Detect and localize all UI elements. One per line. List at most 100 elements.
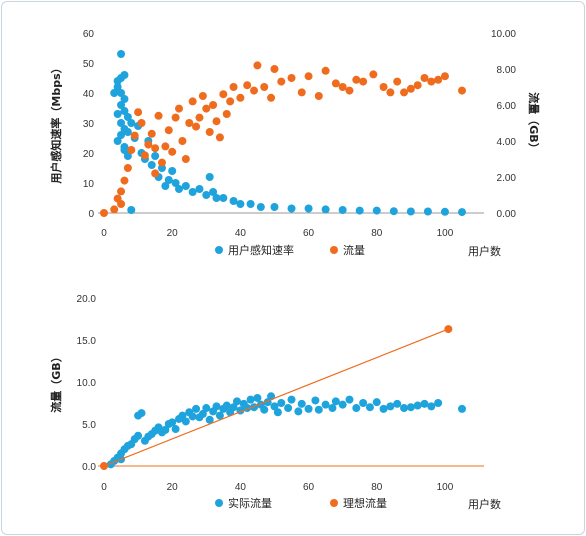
data-point-actual xyxy=(273,408,282,417)
x-tick-label: 0 xyxy=(101,228,107,239)
data-point-orange xyxy=(168,147,177,156)
data-point-blue xyxy=(110,89,119,97)
data-point-orange xyxy=(130,131,139,140)
data-point-orange xyxy=(222,110,231,118)
data-point-orange xyxy=(209,101,218,109)
data-point-blue xyxy=(229,197,238,205)
data-point-actual xyxy=(321,400,330,409)
data-point-blue xyxy=(181,182,190,190)
data-point-actual xyxy=(328,404,337,413)
data-point-blue xyxy=(195,185,204,193)
data-point-blue xyxy=(127,206,136,214)
data-point-blue xyxy=(406,207,415,216)
x-tick-label: 40 xyxy=(235,228,247,239)
data-point-blue xyxy=(127,119,136,127)
y-axis-label: 流量（GB） xyxy=(49,351,63,412)
data-point-blue xyxy=(372,206,381,215)
y2-tick-label: 2.00 xyxy=(497,173,517,184)
data-point-orange xyxy=(117,200,126,208)
data-point-orange xyxy=(321,66,330,75)
data-point-actual xyxy=(413,401,422,410)
x-tick-label: 20 xyxy=(167,482,179,493)
y-tick-label: 60 xyxy=(83,29,95,40)
data-point-orange xyxy=(100,209,108,217)
legend-marker-blue xyxy=(215,246,223,254)
x-axis-label: 用户数 xyxy=(468,244,501,258)
y2-tick-label: 8.00 xyxy=(497,65,517,76)
data-point-actual xyxy=(181,417,190,426)
data-point-orange xyxy=(267,93,276,102)
data-point-blue xyxy=(120,95,129,103)
x-tick-label: 0 xyxy=(101,482,107,493)
data-point-orange xyxy=(458,86,466,95)
data-point-blue xyxy=(147,161,156,169)
data-point-orange xyxy=(171,113,180,122)
data-point-blue xyxy=(175,185,184,193)
y-tick-label: 0 xyxy=(88,209,94,220)
data-point-actual xyxy=(352,404,361,413)
data-point-blue xyxy=(202,191,211,199)
y2-axis-label: 流量（GB） xyxy=(527,92,541,153)
data-point-orange xyxy=(198,92,207,100)
data-point-blue xyxy=(117,131,126,139)
data-point-blue xyxy=(270,203,279,211)
data-point-orange xyxy=(427,77,436,86)
data-point-orange xyxy=(277,77,286,86)
data-point-orange xyxy=(352,75,361,84)
legend-label: 流量 xyxy=(343,243,365,257)
data-point-actual xyxy=(277,399,286,407)
data-point-blue xyxy=(355,206,364,215)
data-point-orange xyxy=(123,164,132,172)
data-point-blue xyxy=(205,173,214,181)
data-point-actual xyxy=(331,397,340,406)
data-point-orange xyxy=(304,72,313,81)
data-point-actual xyxy=(198,409,207,418)
data-point-actual xyxy=(168,418,177,427)
data-point-blue xyxy=(171,179,180,187)
data-point-orange xyxy=(188,97,197,106)
data-point-blue xyxy=(212,194,221,202)
data-point-blue xyxy=(321,205,330,214)
data-point-blue xyxy=(113,83,122,91)
x-tick-label: 80 xyxy=(371,482,383,493)
data-point-orange xyxy=(137,119,146,127)
data-point-orange xyxy=(297,88,306,97)
data-point-orange xyxy=(331,79,340,88)
data-point-orange xyxy=(181,155,190,163)
data-point-actual xyxy=(253,393,262,402)
data-point-orange xyxy=(379,83,388,91)
data-point-orange xyxy=(434,75,443,84)
x-tick-label: 80 xyxy=(371,228,383,239)
legend-label: 用户感知速率 xyxy=(228,243,294,257)
data-point-orange xyxy=(175,104,184,113)
data-point-orange xyxy=(359,77,368,86)
data-point-blue xyxy=(440,207,449,216)
data-point-blue xyxy=(188,188,197,196)
data-point-actual xyxy=(420,399,429,408)
y-tick-label: 30 xyxy=(83,119,95,130)
data-point-blue xyxy=(117,50,126,58)
chart-usage-rate-traffic: 0 10 20 30 40 50 60 0.00 2.00 4.00 6.00 8.00 10.00 0 2… xyxy=(49,29,541,258)
data-point-orange xyxy=(164,126,173,135)
data-point-actual xyxy=(359,399,368,407)
data-point-actual xyxy=(314,405,323,414)
data-point-blue xyxy=(458,208,466,217)
data-point-actual xyxy=(202,404,211,413)
data-point-blue xyxy=(123,152,132,160)
data-point-actual xyxy=(246,395,255,404)
data-point-actual xyxy=(205,415,214,424)
data-point-orange xyxy=(117,187,126,196)
x-tick-label: 60 xyxy=(303,228,315,239)
data-point-blue xyxy=(117,89,126,97)
data-point-actual xyxy=(345,395,354,404)
data-point-orange xyxy=(151,144,160,153)
data-point-actual xyxy=(188,412,197,421)
data-point-actual xyxy=(134,431,143,440)
legend-label: 理想流量 xyxy=(343,496,387,510)
data-point-blue xyxy=(161,182,170,190)
x-tick-label: 100 xyxy=(437,482,454,493)
data-point-blue xyxy=(287,204,296,213)
data-point-actual xyxy=(393,399,402,408)
data-point-actual xyxy=(137,409,146,418)
data-point-blue xyxy=(256,203,265,211)
